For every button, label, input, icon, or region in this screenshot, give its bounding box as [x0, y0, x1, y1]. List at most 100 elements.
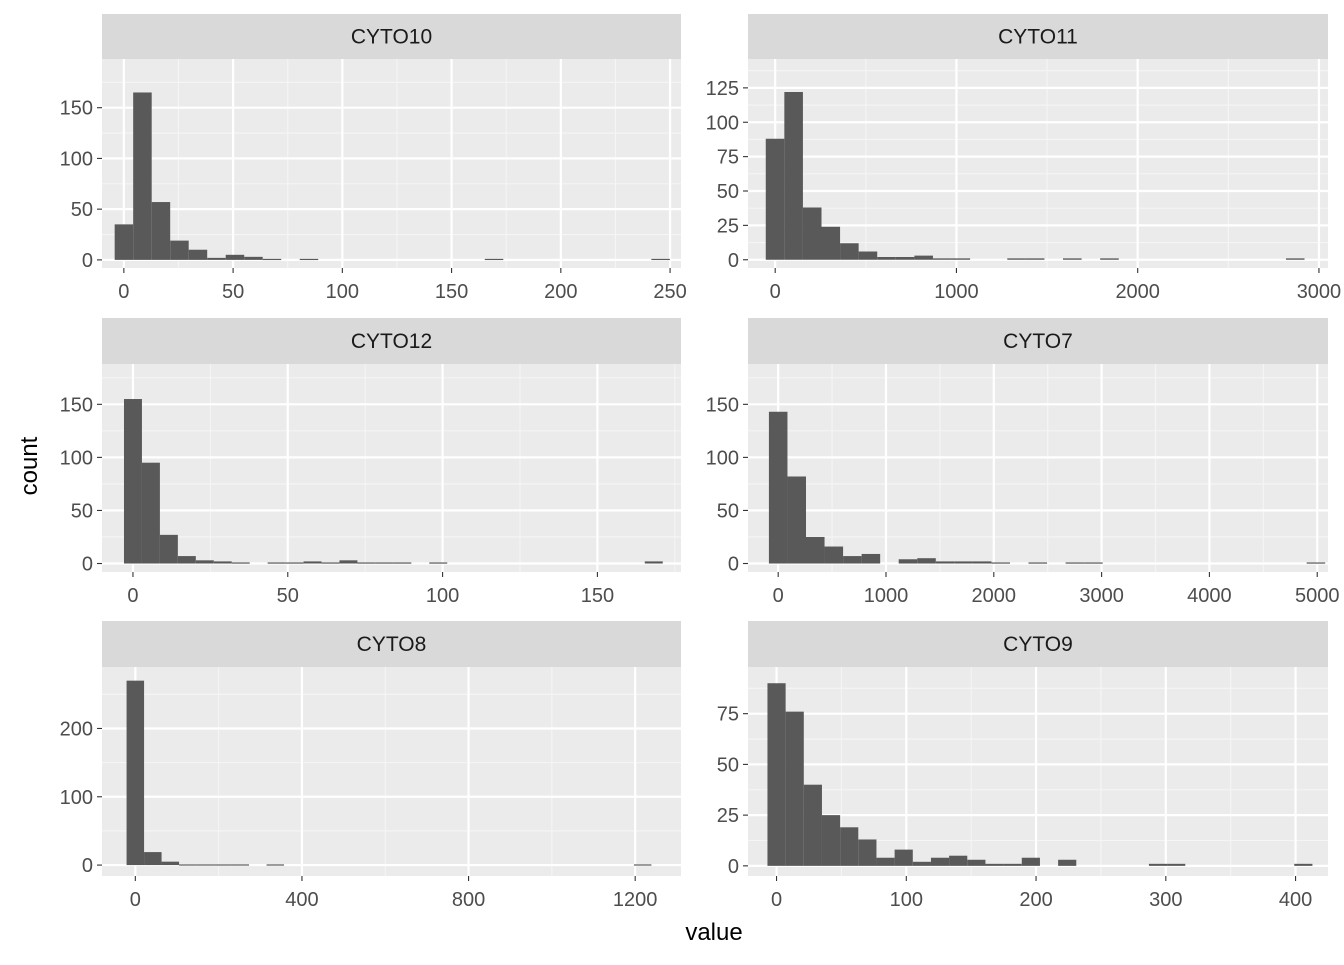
y-axis-title: count [16, 436, 43, 495]
x-tick-label: 3000 [1297, 281, 1342, 303]
facet-strip-label: CYTO8 [357, 633, 427, 656]
histogram-bar [225, 254, 245, 260]
x-tick-label: 100 [890, 889, 923, 911]
histogram-bar [972, 561, 992, 564]
y-tick-label: 25 [717, 805, 739, 827]
histogram-bar [785, 711, 804, 866]
histogram-bar [843, 556, 862, 564]
facet-strip [102, 621, 681, 667]
x-tick-label: 5000 [1295, 585, 1340, 607]
y-tick-label: 125 [706, 78, 739, 100]
histogram-bar [644, 561, 663, 564]
histogram-bar [1025, 258, 1045, 260]
y-tick-label: 50 [717, 181, 739, 203]
y-tick-label: 25 [717, 215, 739, 237]
facet-strip [748, 318, 1328, 364]
histogram-bar [196, 864, 215, 866]
histogram-bar [877, 257, 896, 260]
histogram-bar [159, 534, 178, 564]
histogram-bar [917, 558, 936, 564]
x-tick-label: 0 [130, 889, 141, 911]
facet-strip-label: CYTO7 [1003, 330, 1073, 353]
histogram-bar [858, 251, 878, 260]
histogram-bar [935, 561, 955, 564]
panel-background [102, 667, 681, 876]
y-tick-label: 75 [717, 704, 739, 726]
y-tick-label: 100 [706, 447, 739, 469]
histogram-bar [429, 562, 448, 564]
histogram-bar [895, 257, 915, 260]
histogram-bar [1167, 863, 1186, 866]
x-tick-label: 0 [773, 585, 784, 607]
histogram-bar [787, 476, 806, 564]
y-tick-label: 100 [60, 148, 93, 170]
histogram-bar [207, 257, 226, 260]
histogram-bar [767, 683, 786, 866]
x-tick-label: 200 [1019, 889, 1052, 911]
histogram-bar [1285, 258, 1305, 260]
x-tick-label: 1000 [934, 281, 979, 303]
histogram-bar [1100, 258, 1119, 260]
y-tick-label: 50 [717, 754, 739, 776]
x-tick-label: 50 [222, 281, 244, 303]
histogram-bar [949, 855, 968, 866]
histogram-bar [339, 560, 358, 564]
x-tick-label: 4000 [1187, 585, 1232, 607]
histogram-bar [768, 411, 788, 564]
y-tick-label: 100 [706, 112, 739, 134]
y-tick-label: 0 [82, 855, 93, 877]
facet-panel-cyto10: CYTO10 0 50 100 150 200 250 0 50 100 150 [60, 14, 687, 303]
y-tick-label: 50 [717, 500, 739, 522]
histogram-bar [930, 857, 950, 866]
y-tick-label: 0 [728, 250, 739, 272]
x-tick-label: 2000 [972, 585, 1017, 607]
x-tick-label: 400 [285, 889, 318, 911]
x-tick-label: 400 [1279, 889, 1312, 911]
x-tick-label: 1200 [613, 889, 658, 911]
facet-panel-cyto7: CYTO7 0 1000 2000 3000 4000 5000 0 50 100 150 [706, 318, 1340, 607]
histogram-bar [1306, 562, 1326, 564]
histogram-bar [375, 562, 394, 564]
x-axis-title: value [685, 919, 742, 946]
x-tick-label: 250 [653, 281, 686, 303]
histogram-bar [266, 864, 285, 866]
histogram-bar [1148, 863, 1168, 866]
histogram-bar [114, 224, 134, 260]
histogram-bar [821, 815, 841, 866]
facet-strip [102, 318, 681, 364]
histogram-bar [1021, 857, 1040, 866]
facet-panel-cyto11: CYTO11 0 1000 2000 3000 0 25 50 75 100 125 [706, 14, 1342, 303]
x-tick-label: 100 [326, 281, 359, 303]
histogram-bar [802, 207, 822, 260]
panel-background [102, 59, 681, 268]
histogram-bar [170, 240, 189, 260]
histogram-bar [1007, 258, 1026, 260]
x-tick-label: 0 [771, 889, 782, 911]
x-tick-label: 800 [452, 889, 485, 911]
histogram-bar [144, 852, 162, 866]
y-tick-label: 0 [728, 554, 739, 576]
x-tick-label: 150 [581, 585, 614, 607]
x-tick-label: 50 [277, 585, 299, 607]
panel-background [748, 364, 1328, 572]
histogram-bar [914, 255, 933, 260]
x-tick-label: 300 [1149, 889, 1182, 911]
histogram-bar [821, 226, 841, 260]
y-tick-label: 150 [60, 394, 93, 416]
histogram-bar [1294, 863, 1313, 866]
histogram-bar [1065, 562, 1085, 564]
facet-strip-label: CYTO10 [351, 26, 432, 49]
histogram-bar [141, 462, 160, 564]
histogram-bar [357, 562, 376, 564]
y-tick-label: 50 [71, 500, 93, 522]
histogram-bar [1003, 863, 1022, 866]
histogram-bar [267, 562, 286, 564]
y-tick-label: 100 [60, 447, 93, 469]
histogram-bar [393, 562, 412, 564]
histogram-bar [954, 561, 973, 564]
y-tick-label: 150 [60, 98, 93, 120]
histogram-bar [894, 849, 913, 866]
histogram-bar [951, 258, 971, 260]
panel-background [102, 364, 681, 572]
